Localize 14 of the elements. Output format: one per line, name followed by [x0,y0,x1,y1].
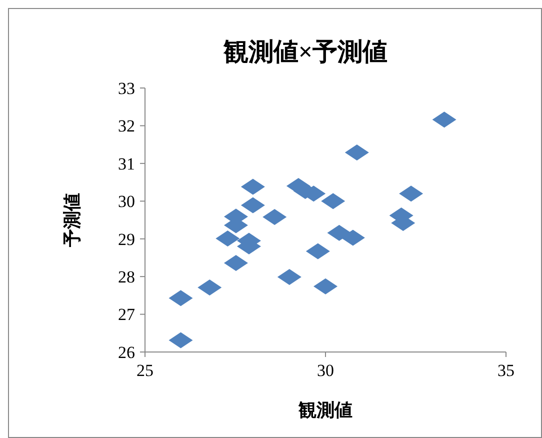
x-axis-title: 観測値 [298,400,352,420]
y-tick-label: 28 [118,268,135,287]
y-tick-label: 27 [118,305,136,324]
x-tick-label: 30 [317,361,334,380]
y-tick-label: 32 [118,116,135,136]
y-axis-title: 予測値 [62,193,82,248]
y-tick-label: 31 [118,154,135,174]
y-tick-label: 29 [118,230,135,249]
chart-title: 観測値×予測値 [222,39,388,66]
x-tick-label: 25 [136,361,154,380]
y-tick-label: 33 [118,78,135,98]
y-tick-label: 26 [118,342,135,362]
y-tick-label: 30 [118,192,135,212]
x-tick-label: 35 [498,361,514,380]
